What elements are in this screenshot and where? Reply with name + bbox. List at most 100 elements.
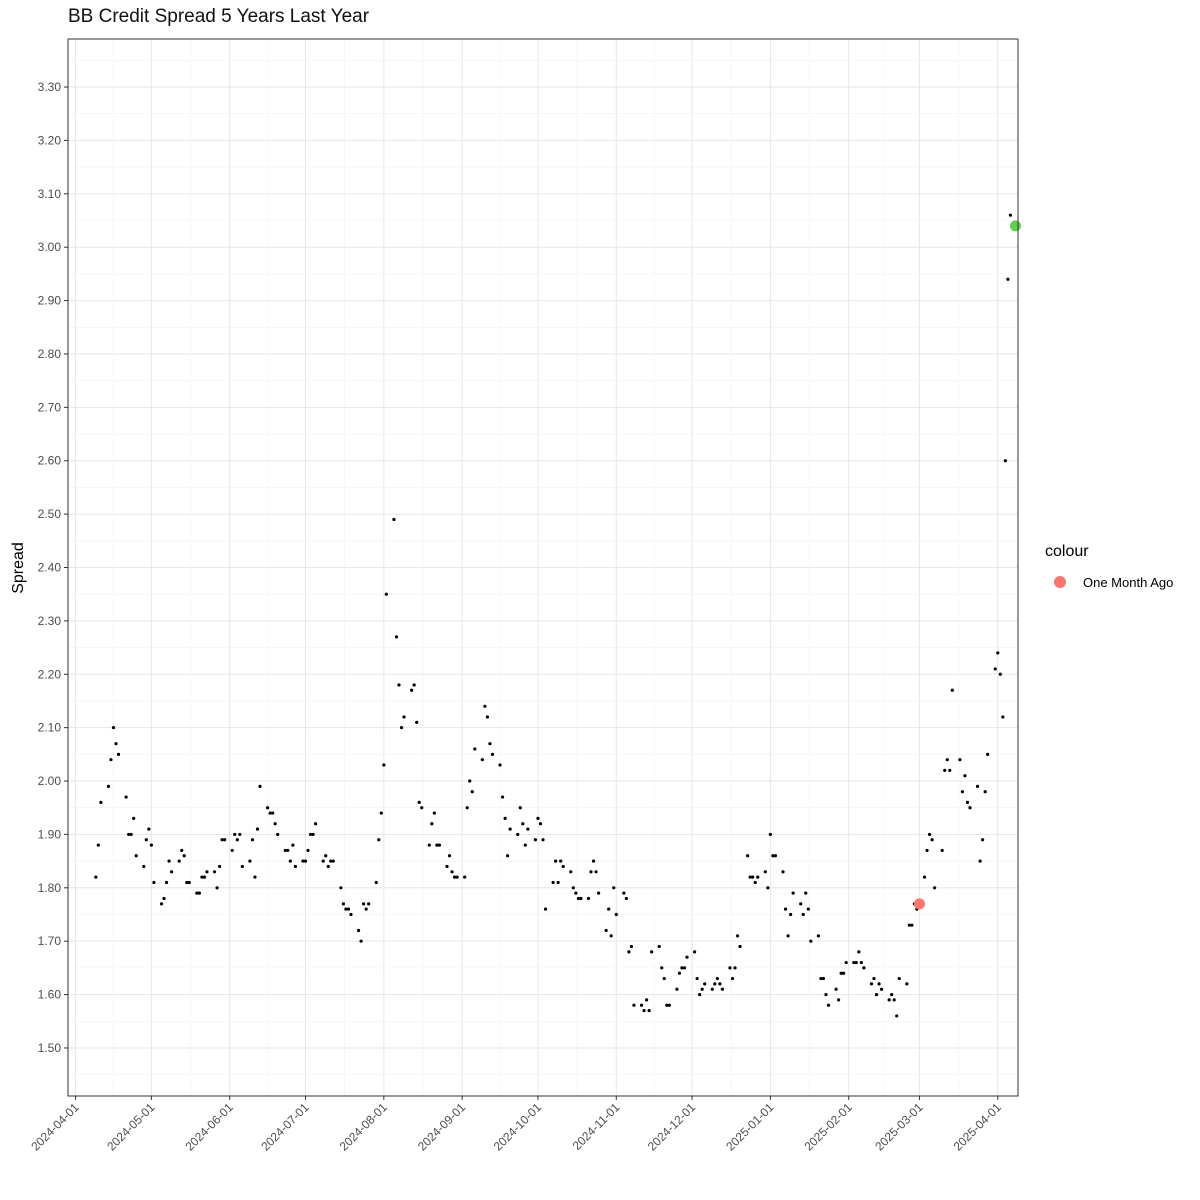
highlight-point-one-month-ago — [913, 898, 925, 910]
data-point — [506, 854, 510, 858]
data-point — [728, 966, 732, 970]
data-point — [738, 944, 742, 949]
data-point — [834, 987, 838, 991]
data-point — [963, 774, 967, 778]
data-point — [571, 886, 575, 890]
y-tick-label: 3.00 — [38, 240, 62, 254]
data-point — [306, 848, 310, 853]
data-point — [748, 875, 752, 879]
data-point — [879, 987, 884, 991]
data-point — [960, 790, 965, 794]
data-point — [821, 976, 826, 981]
data-point — [283, 848, 287, 853]
data-point — [887, 998, 891, 1002]
data-point — [948, 768, 952, 772]
data-point — [1006, 277, 1010, 281]
data-point — [872, 976, 876, 981]
data-point — [480, 758, 484, 762]
data-point — [169, 870, 174, 874]
data-point — [324, 854, 328, 858]
data-point — [551, 880, 555, 885]
data-point — [500, 795, 505, 799]
data-point — [922, 875, 927, 879]
data-point — [223, 838, 227, 842]
y-tick-label: 1.70 — [38, 934, 62, 948]
data-point — [983, 790, 987, 794]
data-point — [650, 950, 654, 954]
data-point — [612, 886, 616, 890]
x-tick-label: 2024-05-01 — [104, 1100, 158, 1154]
data-point — [680, 966, 684, 970]
data-point — [144, 838, 148, 842]
data-point — [377, 838, 381, 842]
data-point — [341, 902, 345, 906]
data-point — [753, 880, 757, 885]
x-tick-label: 2024-09-01 — [415, 1100, 469, 1154]
data-point — [197, 891, 201, 895]
data-point — [933, 886, 937, 890]
data-point — [321, 859, 325, 863]
data-point — [751, 875, 755, 879]
data-point — [892, 998, 896, 1002]
data-point — [667, 1003, 671, 1007]
data-point — [233, 832, 237, 837]
data-point — [271, 811, 275, 815]
data-point — [392, 517, 396, 522]
y-tick-label: 2.20 — [38, 667, 62, 681]
data-point — [763, 870, 767, 874]
data-point — [180, 848, 184, 853]
data-point — [149, 843, 153, 847]
data-point — [134, 854, 138, 858]
data-point — [167, 859, 171, 863]
data-point — [730, 976, 735, 981]
data-point — [152, 880, 156, 885]
data-point — [526, 827, 530, 831]
data-point — [364, 907, 368, 911]
data-point — [986, 752, 990, 756]
data-point — [339, 886, 343, 890]
data-point — [607, 907, 611, 911]
data-point — [217, 864, 222, 869]
data-point — [703, 982, 707, 986]
data-point — [399, 726, 404, 730]
data-point — [132, 816, 136, 821]
y-tick-label: 2.10 — [38, 721, 62, 735]
data-point — [215, 886, 219, 890]
data-point — [417, 800, 421, 804]
data-point — [250, 838, 255, 842]
data-point — [129, 832, 133, 837]
data-point — [99, 800, 103, 804]
data-point — [96, 843, 100, 847]
data-point — [877, 982, 881, 986]
data-point — [799, 902, 803, 906]
data-point — [331, 859, 335, 863]
data-point — [521, 822, 525, 826]
data-point — [212, 870, 217, 874]
x-tick-label: 2024-10-01 — [491, 1100, 545, 1154]
y-tick-label: 2.50 — [38, 507, 62, 521]
data-point — [574, 891, 578, 895]
data-point — [715, 976, 719, 981]
data-point — [657, 944, 661, 949]
chart-title: BB Credit Spread 5 Years Last Year — [68, 6, 370, 27]
data-point — [907, 923, 911, 927]
data-point — [326, 864, 330, 869]
y-tick-label: 1.90 — [38, 827, 62, 841]
data-point — [837, 998, 841, 1002]
y-tick-label: 3.10 — [38, 187, 62, 201]
data-point — [771, 854, 775, 858]
y-tick-label: 2.70 — [38, 400, 62, 414]
x-tick-label: 2025-01-01 — [723, 1100, 777, 1154]
data-point — [789, 912, 793, 917]
data-point — [450, 870, 454, 874]
data-point — [647, 1008, 651, 1013]
data-point — [869, 982, 874, 986]
data-point — [344, 907, 348, 911]
data-point — [993, 667, 997, 671]
data-point — [384, 592, 388, 596]
data-point — [291, 843, 295, 847]
data-point — [314, 822, 318, 826]
data-point — [195, 891, 199, 895]
data-point — [940, 848, 944, 853]
data-point — [543, 907, 548, 911]
